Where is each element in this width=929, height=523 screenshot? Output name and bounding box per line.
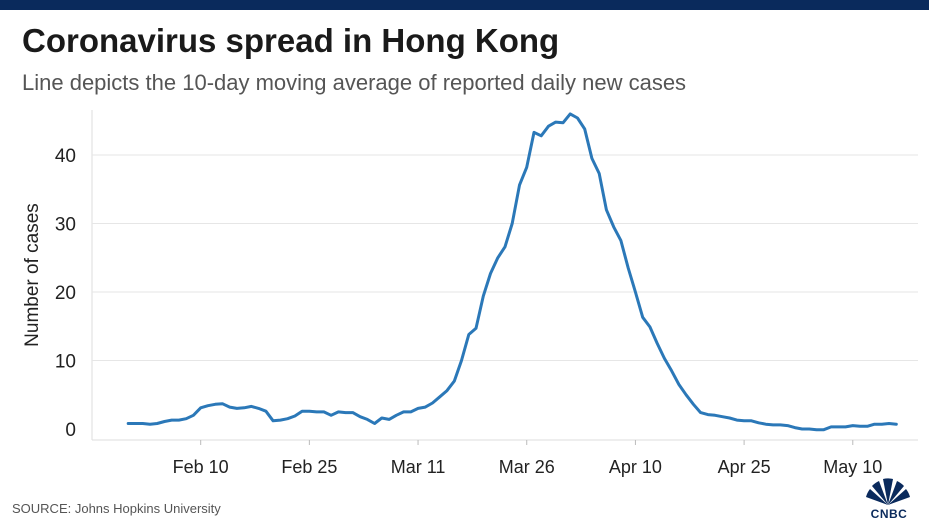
series-line [126, 112, 898, 432]
x-tick-label: Feb 10 [173, 457, 229, 477]
y-axis-label: Number of cases [22, 203, 43, 347]
top-bar [0, 0, 929, 10]
cnbc-peacock-icon [866, 478, 910, 505]
y-tick-label: 40 [55, 146, 76, 167]
cnbc-logo-text: CNBC [870, 507, 908, 521]
x-tick-label: Apr 25 [718, 457, 771, 477]
chart-title: Coronavirus spread in Hong Kong [22, 22, 560, 59]
x-tick-label: May 10 [823, 457, 882, 477]
grid-layer [91, 110, 918, 441]
source-note: SOURCE: Johns Hopkins University [12, 501, 221, 516]
tick-layer: 0 10 20 30 40 Feb 10 Feb 25 Mar 11 Mar 26 Apr 10 A… [55, 146, 882, 477]
y-tick-label: 0 [65, 420, 76, 441]
x-tick-label: Feb 25 [281, 457, 337, 477]
x-tick-label: Apr 10 [609, 457, 662, 477]
chart-subtitle: Line depicts the 10-day moving average o… [22, 70, 687, 95]
y-tick-label: 20 [55, 283, 76, 304]
y-tick-label: 30 [55, 215, 76, 236]
x-tick-label: Mar 11 [391, 457, 446, 477]
x-tick-label: Mar 26 [499, 457, 555, 477]
data-layer [126, 112, 898, 432]
y-tick-label: 10 [55, 352, 76, 373]
